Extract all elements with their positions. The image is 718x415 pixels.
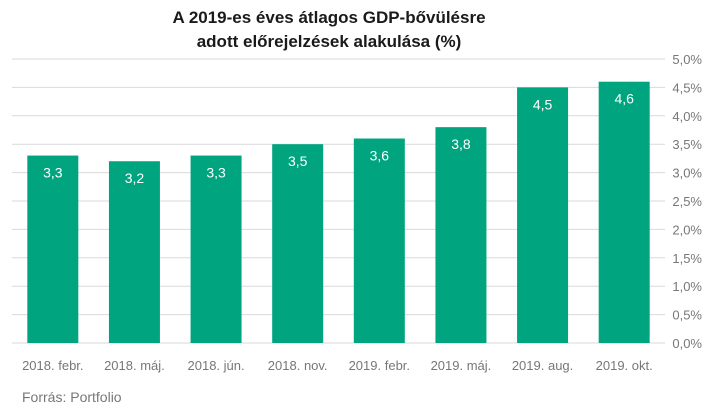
bar-value-label: 4,6	[614, 91, 634, 107]
bar-value-label: 3,3	[206, 165, 226, 181]
x-tick-label: 2019. febr.	[349, 358, 410, 373]
chart-title-line-2: adott előrejelzések alakulása (%)	[196, 32, 462, 51]
bar	[108, 161, 160, 343]
x-tick-label: 2018. jún.	[188, 358, 245, 373]
y-tick-label: 1,0%	[672, 279, 702, 294]
bar-value-label: 3,5	[288, 153, 308, 169]
x-tick-label: 2018. nov.	[268, 358, 328, 373]
y-tick-label: 0,0%	[672, 336, 702, 351]
bar-value-label: 3,6	[370, 148, 390, 164]
y-tick-label: 3,0%	[672, 166, 702, 181]
bar	[190, 155, 242, 343]
bar-value-label: 3,2	[125, 170, 145, 186]
bar	[272, 144, 324, 343]
y-tick-label: 0,5%	[672, 308, 702, 323]
chart-title-line-1: A 2019-es éves átlagos GDP-bővülésre	[172, 8, 486, 27]
x-tick-label: 2019. máj.	[431, 358, 492, 373]
x-tick-label: 2019. okt.	[596, 358, 653, 373]
y-tick-label: 2,5%	[672, 194, 702, 209]
y-tick-label: 4,5%	[672, 80, 702, 95]
x-tick-label: 2019. aug.	[512, 358, 573, 373]
bar	[27, 155, 79, 343]
x-tick-label: 2018. máj.	[104, 358, 165, 373]
bar	[598, 81, 650, 343]
y-tick-label: 1,5%	[672, 251, 702, 266]
bar-value-label: 4,5	[533, 96, 553, 112]
bar	[517, 87, 569, 344]
y-tick-label: 4,0%	[672, 109, 702, 124]
chart-title: A 2019-es éves átlagos GDP-bővülésre ado…	[0, 6, 658, 54]
bar	[353, 138, 405, 343]
y-tick-label: 3,5%	[672, 137, 702, 152]
bar-value-label: 3,3	[43, 165, 63, 181]
source-note: Forrás: Portfolio	[22, 389, 122, 405]
y-tick-label: 2,0%	[672, 222, 702, 237]
bar	[435, 127, 487, 343]
bar-value-label: 3,8	[451, 136, 471, 152]
x-tick-label: 2018. febr.	[22, 358, 83, 373]
y-tick-label: 5,0%	[672, 52, 702, 67]
